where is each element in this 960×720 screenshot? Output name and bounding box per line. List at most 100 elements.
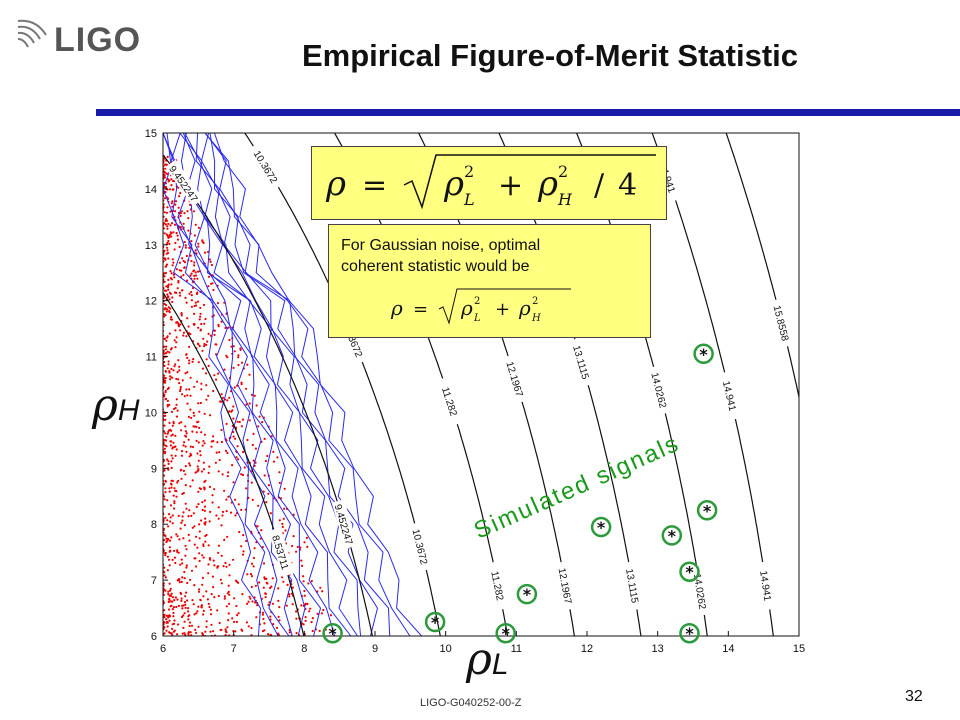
noise-point	[207, 563, 210, 566]
noise-point	[217, 506, 220, 509]
noise-point	[176, 481, 179, 484]
noise-point	[216, 565, 219, 568]
noise-point	[170, 235, 173, 238]
note-text: For Gaussian noise, optimal coherent sta…	[341, 235, 641, 277]
noise-point	[173, 223, 177, 226]
noise-point	[183, 266, 186, 269]
noise-point	[175, 403, 178, 406]
noise-point	[267, 492, 270, 495]
noise-point	[174, 406, 177, 410]
noise-point	[172, 494, 175, 497]
noise-point	[166, 621, 169, 624]
noise-point	[235, 456, 238, 459]
noise-point	[195, 292, 198, 296]
noise-point	[306, 545, 309, 549]
noise-point	[318, 629, 321, 633]
noise-point	[278, 471, 281, 474]
noise-point	[300, 559, 303, 562]
noise-point	[219, 400, 222, 403]
noise-point	[186, 402, 189, 405]
noise-point	[232, 417, 235, 420]
svg-text:*: *	[502, 624, 511, 643]
svg-text:2: 2	[464, 162, 474, 181]
noise-point	[170, 536, 173, 539]
noise-point	[170, 347, 173, 350]
noise-point	[221, 396, 225, 399]
noise-point	[203, 345, 206, 348]
svg-text:ρ: ρ	[518, 296, 531, 320]
noise-point	[170, 454, 173, 457]
plot-frame	[162, 132, 800, 637]
noise-point	[202, 241, 205, 244]
noise-point	[181, 393, 184, 396]
noise-point	[163, 632, 166, 635]
svg-text:H: H	[557, 190, 573, 209]
noise-point	[173, 502, 176, 505]
svg-text:ρ: ρ	[537, 164, 558, 204]
noise-point	[165, 289, 168, 292]
svg-text:=: =	[413, 299, 428, 320]
noise-point	[177, 479, 180, 482]
x-tick-label: 7	[231, 643, 237, 655]
noise-point	[184, 244, 187, 247]
noise-point	[168, 539, 172, 542]
noise-point	[172, 611, 175, 615]
noise-point	[166, 172, 169, 175]
noise-point	[180, 580, 183, 584]
noise-point	[204, 540, 207, 543]
noise-point	[171, 457, 174, 460]
noise-point	[170, 466, 173, 469]
noise-point	[173, 549, 176, 553]
noise-point	[241, 553, 244, 556]
noise-point	[183, 620, 186, 623]
noise-point	[212, 630, 215, 633]
noise-point	[166, 625, 169, 628]
noise-point	[210, 623, 213, 626]
noise-point	[241, 593, 244, 596]
noise-point	[210, 445, 213, 448]
noise-point	[201, 508, 204, 512]
noise-point	[163, 609, 166, 612]
noise-point	[186, 210, 189, 213]
noise-point	[227, 619, 230, 622]
noise-point	[207, 602, 210, 606]
noise-point	[173, 629, 176, 632]
noise-point	[215, 378, 218, 381]
noise-point	[186, 317, 189, 320]
y-tick-label: 9	[151, 463, 157, 475]
noise-point	[203, 322, 206, 325]
noise-point	[179, 563, 182, 566]
noise-point	[167, 616, 170, 619]
noise-point	[253, 394, 256, 397]
noise-point	[195, 439, 198, 442]
noise-point	[163, 430, 166, 433]
noise-point	[174, 200, 178, 203]
noise-point	[165, 211, 168, 214]
noise-point	[209, 630, 212, 633]
noise-point	[190, 454, 193, 457]
noise-point	[214, 461, 217, 464]
noise-point	[257, 504, 260, 507]
noise-point	[203, 499, 206, 502]
noise-point	[171, 258, 174, 261]
noise-point	[292, 535, 295, 538]
noise-point	[204, 317, 207, 321]
noise-point	[241, 361, 244, 364]
noise-point	[193, 264, 196, 267]
noise-point	[198, 523, 201, 526]
noise-point	[251, 443, 254, 447]
noise-point	[171, 300, 174, 304]
noise-point	[168, 608, 171, 611]
noise-point	[203, 505, 207, 508]
noise-point	[181, 604, 184, 607]
noise-point	[176, 238, 180, 241]
noise-point	[262, 586, 265, 589]
x-tick-label: 10	[440, 643, 452, 655]
noise-point	[196, 452, 199, 455]
noise-point	[237, 354, 240, 357]
noise-point	[210, 613, 213, 616]
noise-point	[284, 529, 287, 532]
noise-point	[193, 414, 196, 417]
noise-point	[302, 580, 305, 583]
noise-point	[261, 613, 264, 616]
